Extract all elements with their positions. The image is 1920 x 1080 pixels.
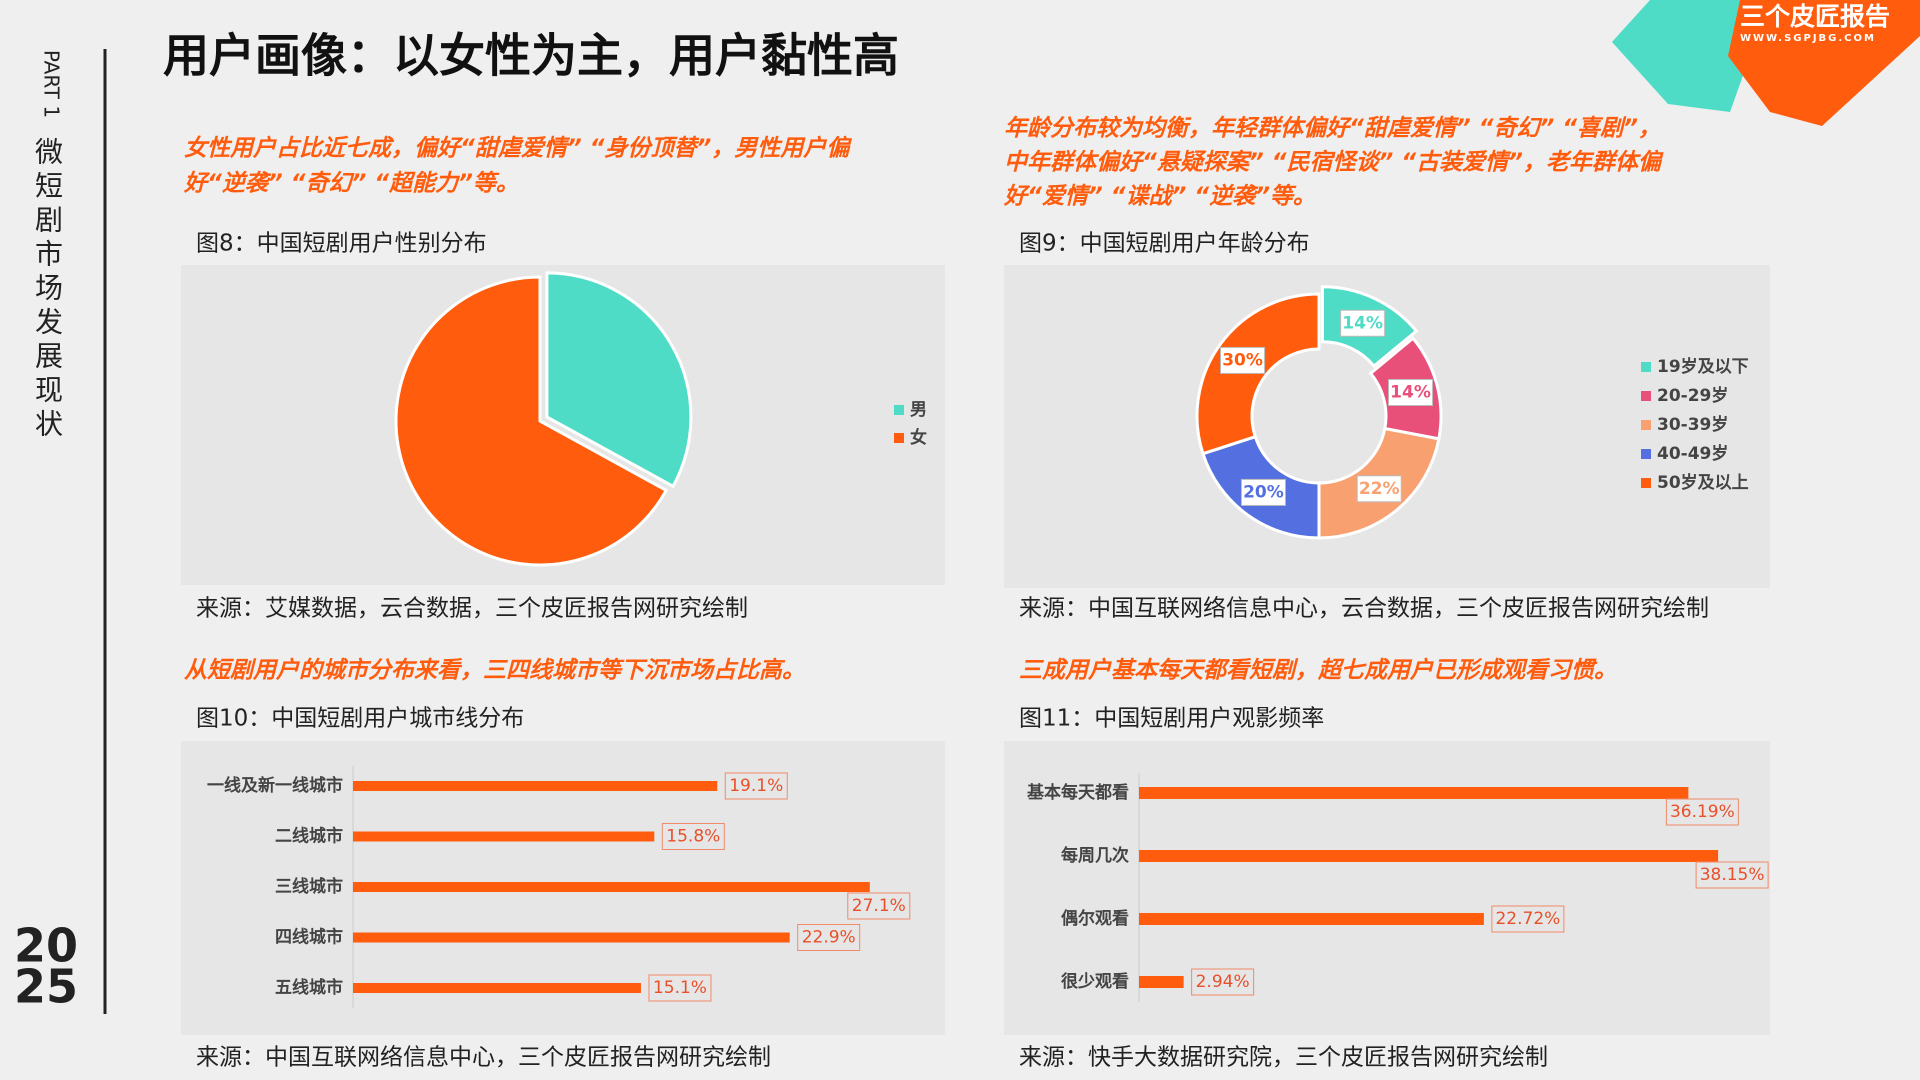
value-label: 30%: [1222, 350, 1263, 370]
chart-note: 年龄分布较为均衡，年轻群体偏好“甜虐爱情” “奇幻” “喜剧”，: [1004, 116, 1661, 142]
value-label: 20%: [1243, 482, 1284, 502]
year: 20: [14, 919, 78, 973]
value-label-box: [1491, 905, 1565, 933]
value-label: 14%: [1342, 313, 1383, 333]
category-label: 三线城市: [275, 876, 343, 897]
category-label: 偶尔观看: [1061, 908, 1129, 929]
legend-swatch: [1641, 449, 1651, 459]
value-label: 27.1%: [852, 896, 906, 916]
logo-shape: [1612, 0, 1770, 112]
bar: [1139, 787, 1689, 799]
legend-label: 30-39岁: [1657, 414, 1728, 435]
legend-label: 19岁及以下: [1657, 356, 1749, 377]
value-label: 15.8%: [666, 827, 720, 847]
value-label-box: [1340, 309, 1386, 337]
category-label: 五线城市: [275, 977, 343, 998]
bar: [353, 781, 718, 791]
section-label: 微短剧市场发展现状: [31, 137, 64, 443]
chart-title: 图9：中国短剧用户年龄分布: [1019, 231, 1310, 257]
bar: [1139, 850, 1719, 862]
chart-title: 图11：中国短剧用户观影频率: [1019, 706, 1324, 732]
value-label-box: [1356, 475, 1402, 503]
chart-source: 来源：艾媒数据，云合数据，三个皮匠报告网研究绘制: [196, 596, 748, 622]
legend-swatch: [1641, 420, 1651, 430]
value-label: 38.15%: [1700, 865, 1765, 885]
category-label: 每周几次: [1061, 845, 1129, 866]
value-label-box: [797, 924, 861, 951]
value-label: 2.94%: [1196, 972, 1250, 992]
legend-swatch: [894, 405, 904, 415]
value-label-box: [1191, 968, 1255, 996]
value-label-box: [1388, 378, 1434, 406]
chart-note: 从短剧用户的城市分布来看，三四线城市等下沉市场占比高。: [184, 657, 805, 684]
value-label: 14%: [1390, 382, 1431, 402]
bar: [1139, 913, 1484, 925]
value-label-box: [1665, 798, 1739, 826]
chart-note: 好“逆袭” “奇幻” “超能力”等。: [183, 171, 519, 197]
category-label: 二线城市: [275, 826, 343, 847]
chart-source: 来源：中国互联网络信息中心，三个皮匠报告网研究绘制: [196, 1045, 771, 1071]
value-label-box: [661, 823, 725, 850]
bar: [353, 882, 870, 892]
chart-title: 图8：中国短剧用户性别分布: [196, 231, 487, 257]
bar: [353, 831, 655, 842]
legend-label: 20-29岁: [1657, 385, 1728, 406]
chart-note: 三成用户基本每天都看短剧，超七成用户已形成观看习惯。: [1019, 658, 1617, 684]
chart-source: 来源：快手大数据研究院，三个皮匠报告网研究绘制: [1019, 1045, 1548, 1071]
value-label-box: [648, 974, 712, 1002]
brand-url: WWW.SGPJBG.COM: [1740, 33, 1876, 44]
legend-label: 男: [910, 400, 927, 420]
legend-swatch: [1641, 391, 1651, 401]
value-label: 22.9%: [802, 928, 856, 948]
category-label: 四线城市: [275, 927, 343, 948]
bar: [1139, 976, 1184, 988]
year: 25: [14, 960, 78, 1014]
legend-swatch: [894, 433, 904, 443]
legend-label: 40-49岁: [1657, 443, 1728, 464]
chart-source: 来源：中国互联网络信息中心，云合数据，三个皮匠报告网研究绘制: [1019, 596, 1709, 622]
value-label: 22.72%: [1495, 909, 1560, 929]
logo-shape: [1728, 0, 1920, 126]
value-label-box: [1220, 346, 1266, 374]
legend-label: 女: [910, 427, 927, 448]
value-label: 22%: [1359, 479, 1400, 499]
chart-note: 好“爱情” “谍战” “逆袭”等。: [1003, 184, 1316, 210]
bar: [353, 932, 790, 943]
category-label: 基本每天都看: [1026, 782, 1129, 803]
value-label: 19.1%: [729, 776, 783, 796]
chart-note: 中年群体偏好“悬疑探案” “民宿怪谈” “古装爱情”，老年群体偏: [1004, 150, 1664, 176]
value-label-box: [724, 772, 788, 800]
value-label-box: [847, 892, 911, 920]
chart-title: 图10：中国短剧用户城市线分布: [196, 706, 524, 732]
chart-note: 女性用户占比近七成，偏好“甜虐爱情” “身份顶替”，男性用户偏: [184, 135, 852, 162]
part-label: PART 1: [40, 50, 64, 118]
brand: 三个皮匠报告: [1740, 2, 1890, 31]
category-label: 一线及新一线城市: [207, 775, 343, 796]
value-label: 36.19%: [1670, 802, 1735, 822]
value-label-box: [1695, 861, 1769, 889]
value-label-box: [1240, 478, 1286, 506]
bar: [353, 983, 641, 993]
slice: [394, 275, 669, 567]
category-label: 很少观看: [1061, 971, 1129, 992]
legend-label: 50岁及以上: [1657, 472, 1749, 493]
legend-swatch: [1641, 478, 1651, 488]
slide-title: 用户画像：以女性为主，用户黏性高: [163, 29, 899, 83]
slice: [545, 271, 693, 489]
legend-swatch: [1641, 362, 1651, 372]
value-label: 15.1%: [653, 978, 707, 998]
